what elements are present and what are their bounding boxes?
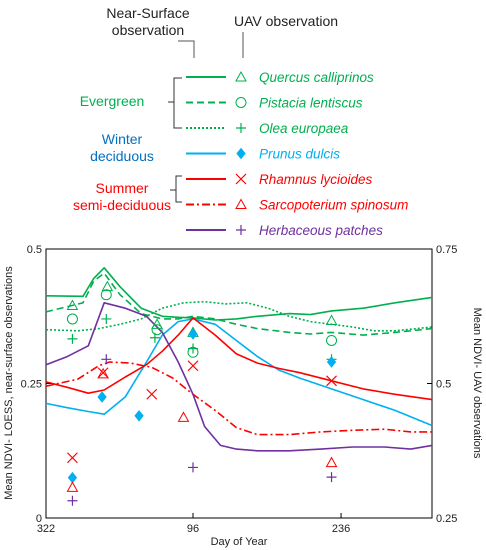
axis-ticks: 0 0.25 0.5 0.25 0.5 0.75 322 96 236 — [21, 244, 458, 535]
uav-point-triangle-icon — [97, 367, 109, 379]
uav-point-plus-icon — [101, 313, 112, 324]
legend-marker-circle-icon — [235, 97, 247, 108]
uav-point-cross-icon — [187, 360, 199, 372]
legend-label-quercus-calliprinos: Quercus calliprinos — [259, 70, 374, 85]
series-lines — [45, 266, 433, 452]
y-axis-label-left: Mean NDVI- LOESS, near-surface observati… — [3, 266, 15, 500]
legend-header-near-surface-line2: observation — [112, 22, 184, 38]
uav-point-triangle-icon — [325, 314, 338, 326]
series-line-quercus-calliprinos — [45, 266, 433, 321]
legend-marker-diamond-icon — [236, 147, 246, 160]
legend-marker-triangle-icon — [235, 70, 247, 82]
x-axis-label: Day of Year — [211, 536, 268, 548]
legend-label-pistacia-lentiscus: Pistacia lentiscus — [259, 96, 363, 111]
uav-point-cross-icon — [97, 367, 109, 379]
legend-label-rhamnus-lycioides: Rhamnus lycioides — [259, 172, 373, 187]
legend-brace-summer — [170, 175, 182, 203]
legend-rows: Quercus calliprinos Pistacia lentiscus Ole… — [186, 70, 408, 238]
x-tick-label: 322 — [37, 523, 55, 535]
uav-point-triangle-icon — [101, 280, 114, 292]
legend-leader-near-surface — [178, 40, 195, 58]
uav-point-diamond-icon — [134, 409, 144, 422]
y-right-tick-label: 0.75 — [436, 244, 457, 256]
uav-markers — [66, 280, 338, 506]
uav-point-plus-icon — [149, 332, 160, 343]
y-right-tick-label: 0.25 — [436, 513, 457, 525]
legend: Near-Surface observation UAV observation… — [73, 5, 408, 238]
legend-header-near-surface-line1: Near-Surface — [106, 5, 189, 21]
legend-group-summer-line2: semi-deciduous — [73, 197, 171, 213]
legend-label-herbaceous-patches: Herbaceous patches — [259, 223, 383, 238]
legend-label-sarcopoterium-spinosum: Sarcopoterium spinosum — [259, 198, 408, 213]
legend-label-prunus-dulcis: Prunus dulcis — [259, 147, 340, 162]
legend-brace-evergreen — [168, 77, 182, 129]
uav-point-plus-icon — [326, 472, 337, 483]
y-left-tick-label: 0.25 — [21, 379, 42, 391]
uav-point-diamond-icon — [67, 471, 78, 484]
y-left-tick-label: 0.5 — [27, 244, 42, 256]
legend-label-olea-europaea: Olea europaea — [259, 121, 349, 136]
uav-point-triangle-icon — [177, 411, 190, 422]
uav-point-diamond-icon — [326, 356, 337, 368]
uav-point-cross-icon — [146, 388, 158, 400]
legend-group-evergreen: Evergreen — [80, 93, 145, 109]
uav-point-plus-icon — [187, 462, 198, 473]
uav-point-circle-icon — [66, 313, 78, 325]
y-left-tick-label: 0 — [36, 513, 42, 525]
x-tick-label: 236 — [332, 523, 350, 535]
legend-group-summer-line1: Summer — [96, 180, 149, 196]
plot-frame — [45, 248, 433, 519]
legend-header-uav: UAV observation — [234, 13, 338, 29]
legend-group-winter-line2: deciduous — [90, 148, 154, 164]
x-tick-label: 96 — [187, 523, 199, 535]
y-right-tick-label: 0.5 — [436, 379, 451, 391]
uav-point-circle-icon — [151, 324, 163, 336]
uav-point-plus-icon — [67, 495, 78, 506]
uav-point-plus-icon — [67, 333, 78, 344]
series-line-rhamnus-lycioides — [45, 317, 433, 401]
uav-point-circle-icon — [100, 289, 112, 301]
series-line-herbaceous-patches — [45, 301, 433, 452]
uav-point-diamond-icon — [188, 328, 198, 340]
legend-marker-plus-icon — [236, 123, 246, 133]
series-line-prunus-dulcis — [45, 318, 433, 427]
legend-marker-triangle-icon — [235, 198, 247, 209]
legend-marker-cross-icon — [235, 173, 247, 185]
uav-point-cross-icon — [67, 452, 78, 464]
uav-point-triangle-icon — [151, 318, 163, 329]
uav-point-plus-icon — [101, 354, 112, 365]
uav-point-cross-icon — [326, 375, 337, 387]
uav-point-diamond-icon — [97, 391, 107, 403]
uav-point-circle-icon — [326, 334, 338, 346]
legend-group-winter-line1: Winter — [102, 131, 143, 147]
uav-point-plus-icon — [187, 343, 198, 354]
uav-point-triangle-icon — [66, 299, 79, 310]
legend-marker-plus-icon — [236, 225, 246, 235]
y-axis-label-right: Mean NDVI- UAV observations — [471, 308, 483, 459]
uav-point-triangle-icon — [66, 481, 79, 492]
uav-point-triangle-icon — [325, 456, 338, 468]
